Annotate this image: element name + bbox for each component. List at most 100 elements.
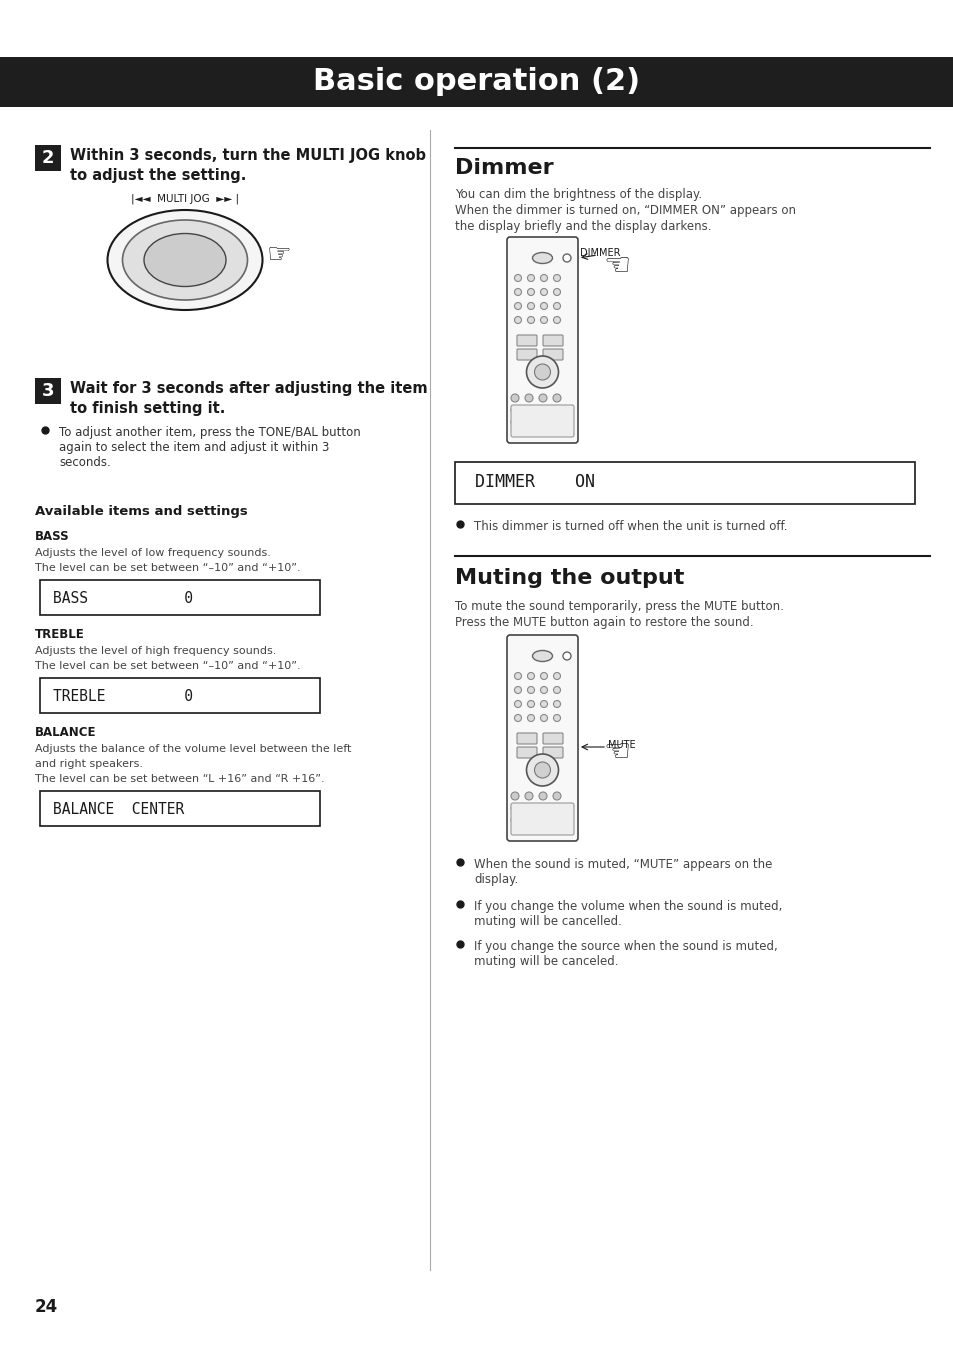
Circle shape (514, 302, 521, 310)
Ellipse shape (144, 233, 226, 287)
Circle shape (538, 816, 546, 824)
Circle shape (553, 275, 560, 282)
Circle shape (514, 701, 521, 708)
Circle shape (511, 803, 518, 811)
Text: and right speakers.: and right speakers. (35, 759, 143, 768)
Text: BALANCE  CENTER: BALANCE CENTER (53, 802, 184, 817)
Circle shape (553, 714, 560, 721)
Circle shape (553, 302, 560, 310)
Ellipse shape (108, 210, 262, 310)
Text: DIMMER: DIMMER (579, 248, 619, 257)
Circle shape (538, 793, 546, 799)
Text: the display briefly and the display darkens.: the display briefly and the display dark… (455, 220, 711, 233)
Circle shape (514, 686, 521, 693)
FancyBboxPatch shape (506, 635, 578, 841)
Text: To adjust another item, press the TONE/BAL button
again to select the item and a: To adjust another item, press the TONE/B… (59, 426, 360, 469)
FancyBboxPatch shape (542, 747, 562, 758)
Text: Adjusts the balance of the volume level between the left: Adjusts the balance of the volume level … (35, 744, 351, 754)
FancyBboxPatch shape (506, 237, 578, 443)
Circle shape (540, 317, 547, 324)
Circle shape (540, 302, 547, 310)
Circle shape (526, 754, 558, 786)
Circle shape (524, 793, 533, 799)
Text: Muting the output: Muting the output (455, 568, 683, 588)
Text: You can dim the brightness of the display.: You can dim the brightness of the displa… (455, 187, 701, 201)
Text: When the dimmer is turned on, “DIMMER ON” appears on: When the dimmer is turned on, “DIMMER ON… (455, 204, 795, 217)
Ellipse shape (532, 252, 552, 263)
Text: MUTE: MUTE (607, 740, 635, 749)
Bar (40, 791, 319, 826)
FancyBboxPatch shape (517, 747, 537, 758)
Circle shape (553, 803, 560, 811)
Circle shape (527, 288, 534, 295)
Circle shape (540, 288, 547, 295)
Text: If you change the source when the sound is muted,
muting will be canceled.: If you change the source when the sound … (474, 940, 777, 968)
Bar (455, 462, 914, 504)
Circle shape (540, 701, 547, 708)
Text: 3: 3 (42, 381, 54, 400)
Circle shape (540, 275, 547, 282)
Text: BALANCE: BALANCE (35, 727, 96, 739)
Text: The level can be set between “–10” and “+10”.: The level can be set between “–10” and “… (35, 661, 300, 671)
Text: This dimmer is turned off when the unit is turned off.: This dimmer is turned off when the unit … (474, 520, 786, 532)
Text: DIMMER    ON: DIMMER ON (475, 473, 595, 491)
Circle shape (553, 406, 560, 414)
Circle shape (538, 418, 546, 426)
Circle shape (553, 288, 560, 295)
Circle shape (527, 673, 534, 679)
Circle shape (514, 714, 521, 721)
Circle shape (534, 364, 550, 380)
Circle shape (527, 317, 534, 324)
Circle shape (538, 394, 546, 402)
Text: To mute the sound temporarily, press the MUTE button.: To mute the sound temporarily, press the… (455, 600, 783, 613)
Circle shape (526, 356, 558, 388)
Circle shape (527, 275, 534, 282)
Text: ☜: ☜ (602, 737, 630, 767)
Text: The level can be set between “L +16” and “R +16”.: The level can be set between “L +16” and… (35, 774, 324, 785)
Circle shape (514, 275, 521, 282)
Circle shape (524, 418, 533, 426)
Circle shape (514, 673, 521, 679)
Circle shape (538, 803, 546, 811)
Circle shape (553, 686, 560, 693)
Text: |◄◄  MULTI JOG  ►► |: |◄◄ MULTI JOG ►► | (131, 194, 239, 205)
Circle shape (511, 406, 518, 414)
FancyBboxPatch shape (517, 349, 537, 360)
Text: BASS: BASS (35, 530, 70, 543)
Circle shape (514, 317, 521, 324)
Circle shape (524, 816, 533, 824)
Circle shape (553, 673, 560, 679)
FancyBboxPatch shape (542, 336, 562, 346)
Text: TREBLE: TREBLE (35, 628, 85, 642)
Circle shape (527, 714, 534, 721)
Text: 2: 2 (42, 150, 54, 167)
Text: Adjusts the level of high frequency sounds.: Adjusts the level of high frequency soun… (35, 646, 276, 656)
Circle shape (527, 701, 534, 708)
Circle shape (540, 686, 547, 693)
Text: If you change the volume when the sound is muted,
muting will be cancelled.: If you change the volume when the sound … (474, 900, 781, 927)
Circle shape (527, 686, 534, 693)
Circle shape (534, 762, 550, 778)
Circle shape (524, 406, 533, 414)
Text: to finish setting it.: to finish setting it. (70, 400, 225, 417)
Ellipse shape (122, 220, 247, 301)
Bar (35, 377, 61, 404)
Circle shape (527, 302, 534, 310)
Text: BASS           0: BASS 0 (53, 590, 193, 607)
Text: Within 3 seconds, turn the MULTI JOG knob: Within 3 seconds, turn the MULTI JOG kno… (70, 148, 426, 163)
Ellipse shape (532, 651, 552, 662)
Text: The level can be set between “–10” and “+10”.: The level can be set between “–10” and “… (35, 563, 300, 573)
Circle shape (540, 714, 547, 721)
Text: Press the MUTE button again to restore the sound.: Press the MUTE button again to restore t… (455, 616, 753, 630)
Text: to adjust the setting.: to adjust the setting. (70, 168, 246, 183)
Circle shape (553, 816, 560, 824)
Circle shape (553, 701, 560, 708)
Bar (0, 57, 953, 106)
Circle shape (553, 793, 560, 799)
Circle shape (511, 793, 518, 799)
Circle shape (524, 803, 533, 811)
Text: 24: 24 (35, 1298, 58, 1316)
Circle shape (553, 317, 560, 324)
Circle shape (514, 288, 521, 295)
Text: Basic operation (2): Basic operation (2) (314, 67, 639, 97)
